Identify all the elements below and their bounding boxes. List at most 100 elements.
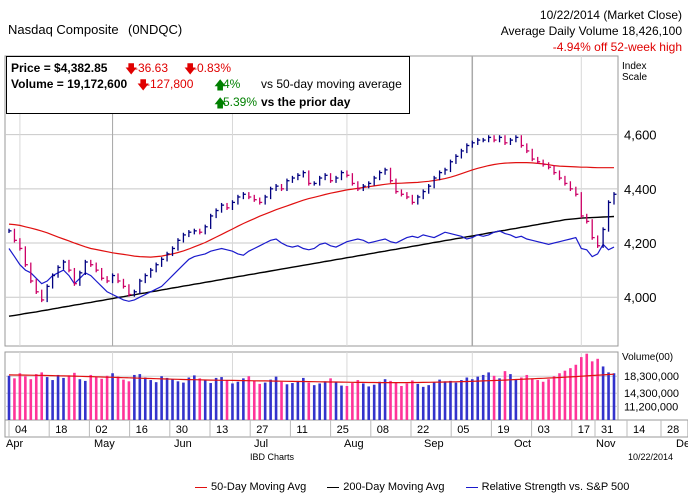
volume-bar [449,380,452,420]
prior-text: vs the prior day [261,95,351,109]
legend-ma50: 50-Day Moving Avg [195,481,306,493]
volume-bar [13,378,16,420]
legend: 50-Day Moving Avg 200-Day Moving Avg Rel… [195,481,629,493]
day-tick-label: 25 [337,424,349,436]
volume-bar [62,377,65,420]
day-tick-label: 30 [176,424,188,436]
volume-bar [361,383,365,420]
day-tick-label: 03 [538,424,550,436]
volume-bar [405,383,409,420]
volume-bar [590,361,594,420]
volume-bar [209,383,212,420]
volume-bar [411,380,414,420]
volume-bar [596,358,599,420]
volume-bar [182,382,185,420]
volume-bar [45,377,49,420]
up-arrow-icon: 🡅 [214,96,227,110]
volume-bar [127,381,131,420]
ma50-line [8,162,614,258]
volume-bar [394,382,398,420]
price-tick-label: 4,200 [624,236,657,251]
volume-bar [176,381,180,420]
volume-bar [78,379,82,420]
month-label: Jun [174,438,192,450]
volume-tick-label: 11,200,000 [624,401,678,413]
volume-bar [171,379,174,420]
volume-bar [67,375,71,420]
volume-bar [552,376,556,420]
volume-bar [149,380,153,420]
volume-bar [421,386,425,420]
volume-bar [383,379,387,420]
volume-bar [579,357,583,420]
volume-bar [443,381,447,420]
volume-bar [307,382,311,420]
down-arrow-icon: 🡇 [184,62,197,76]
day-tick-label: 28 [667,424,679,436]
month-label: Nov [596,438,616,450]
volume-bar [607,372,610,420]
day-tick-label: 18 [55,424,67,436]
down-arrow-icon: 🡇 [125,62,138,76]
day-tick-label: 13 [216,424,228,436]
volume-bar [520,377,523,420]
volume-bar [367,386,371,420]
volume-bar [133,374,136,420]
volume-bar [372,384,376,420]
volume-bar [574,364,578,420]
volume-bar [302,377,305,420]
volume-bar [334,382,338,420]
volume-bar [274,376,278,420]
volume-bar [56,374,60,420]
volume-bar [465,377,469,420]
price-label: Price = $4,382.85 [11,61,108,75]
day-tick-label: 17 [578,424,590,436]
volume-bar [258,383,262,420]
volume-bar [378,381,381,420]
volume-bar [73,372,76,420]
volume-bar [514,379,518,420]
volume-bar [432,382,436,420]
volume-bar [236,381,240,420]
avg-volume-line: Average Daily Volume 18,426,100 [500,24,682,38]
volume-bar [481,374,485,420]
volume-bar [340,385,343,420]
index-name: Nasdaq Composite [8,22,119,37]
volume-bar [247,376,251,420]
price-tick-label: 4,600 [624,128,657,143]
down-arrow-icon: 🡇 [137,78,150,92]
volume-bar [345,386,349,420]
volume-bar [40,372,44,420]
date-line: 10/22/2014 (Market Close) [539,8,682,22]
volume-bar [427,385,430,420]
day-tick-label: 22 [417,424,429,436]
price-axis-label: Index [622,61,646,72]
volume-bar [122,379,125,420]
volume-bar [291,383,294,420]
volume-bar [318,383,321,420]
volume-bar [323,381,327,420]
price-tick-label: 4,400 [624,182,657,197]
month-label: May [94,438,115,450]
day-tick-label: 04 [15,424,27,436]
vs50-text: vs 50-day moving average [261,77,402,91]
volume-bar [329,378,332,420]
volume-bar [509,374,512,420]
footer-source: IBD Charts [250,452,295,462]
volume-bar [356,380,360,420]
month-label: Apr [6,438,23,450]
volume-bar [7,375,11,420]
volume-bar [105,375,109,420]
day-tick-label: 02 [95,424,107,436]
volume-bar [612,373,616,420]
volume-bar [470,379,474,420]
volume-bar [563,370,567,420]
volume-label: Volume = 19,172,600 [11,77,128,91]
volume-bar [601,366,605,420]
volume-bar [400,386,403,420]
volume-bar [280,381,283,420]
month-label: Jul [254,438,268,450]
legend-rs: Relative Strength vs. S&P 500 [465,481,629,493]
volume-bar [503,371,507,420]
volume-bar [116,376,120,420]
